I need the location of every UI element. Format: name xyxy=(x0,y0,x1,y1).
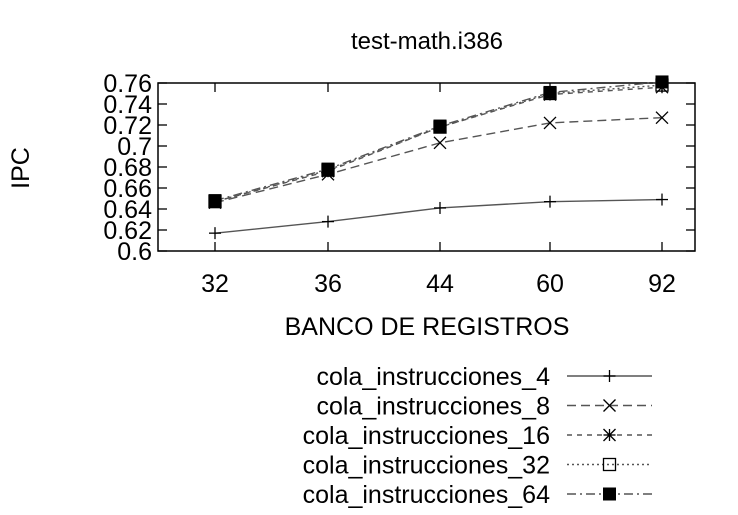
legend-label: cola_instrucciones_4 xyxy=(317,363,551,391)
series-line xyxy=(214,198,663,234)
legend-entry: cola_instrucciones_4 xyxy=(317,363,652,391)
data-point xyxy=(433,136,447,150)
y-tick-label: 0.64 xyxy=(103,196,152,224)
legend-marker xyxy=(603,487,616,501)
y-tick-label: 0.72 xyxy=(103,112,152,140)
series-group xyxy=(208,75,669,240)
axis-ticks: 0.60.620.640.660.680.70.720.740.76 32 36 44… xyxy=(103,70,695,298)
data-point xyxy=(321,162,335,176)
data-point xyxy=(543,116,557,130)
data-point xyxy=(322,215,334,228)
data-point xyxy=(433,119,447,133)
legend: cola_instrucciones_4cola_instrucciones_8… xyxy=(303,363,652,509)
x-tick-label: 44 xyxy=(426,270,454,298)
data-point xyxy=(543,85,557,99)
series-cola_instrucciones_64 xyxy=(208,75,669,208)
legend-entry: cola_instrucciones_32 xyxy=(303,452,652,480)
data-point xyxy=(655,75,669,89)
legend-entry: cola_instrucciones_64 xyxy=(303,481,652,509)
data-point xyxy=(656,193,668,206)
y-tick-label: 0.6 xyxy=(117,238,152,266)
data-point xyxy=(434,201,446,214)
chart-title: test-math.i386 xyxy=(351,28,503,55)
legend-label: cola_instrucciones_64 xyxy=(303,481,550,509)
legend-marker xyxy=(603,428,616,442)
y-tick-label: 0.74 xyxy=(103,91,152,119)
y-tick-label: 0.66 xyxy=(103,175,152,203)
legend-label: cola_instrucciones_16 xyxy=(303,422,550,450)
x-axis-label: BANCO DE REGISTROS xyxy=(285,313,570,341)
y-tick-label: 0.76 xyxy=(103,70,152,98)
legend-label: cola_instrucciones_8 xyxy=(317,393,550,421)
y-axis-label: IPC xyxy=(7,147,35,189)
legend-marker xyxy=(602,457,617,472)
x-tick-label: 36 xyxy=(314,270,342,298)
x-tick-label: 60 xyxy=(536,270,564,298)
legend-entry: cola_instrucciones_8 xyxy=(317,393,652,421)
legend-marker xyxy=(603,399,616,412)
x-tick-label: 92 xyxy=(648,270,676,298)
y-tick-label: 0.7 xyxy=(117,133,152,161)
legend-marker xyxy=(603,370,616,382)
data-point xyxy=(209,227,221,240)
data-point xyxy=(544,195,556,208)
legend-entry: cola_instrucciones_16 xyxy=(303,422,652,450)
y-tick-label: 0.68 xyxy=(103,154,152,182)
data-point xyxy=(208,194,222,208)
series-cola_instrucciones_4 xyxy=(209,193,668,240)
x-tick-label: 32 xyxy=(201,270,229,298)
data-point xyxy=(655,111,669,125)
series-line xyxy=(214,81,663,202)
y-tick-label: 0.62 xyxy=(103,217,152,245)
legend-label: cola_instrucciones_32 xyxy=(303,452,550,480)
plot-frame xyxy=(157,82,696,252)
